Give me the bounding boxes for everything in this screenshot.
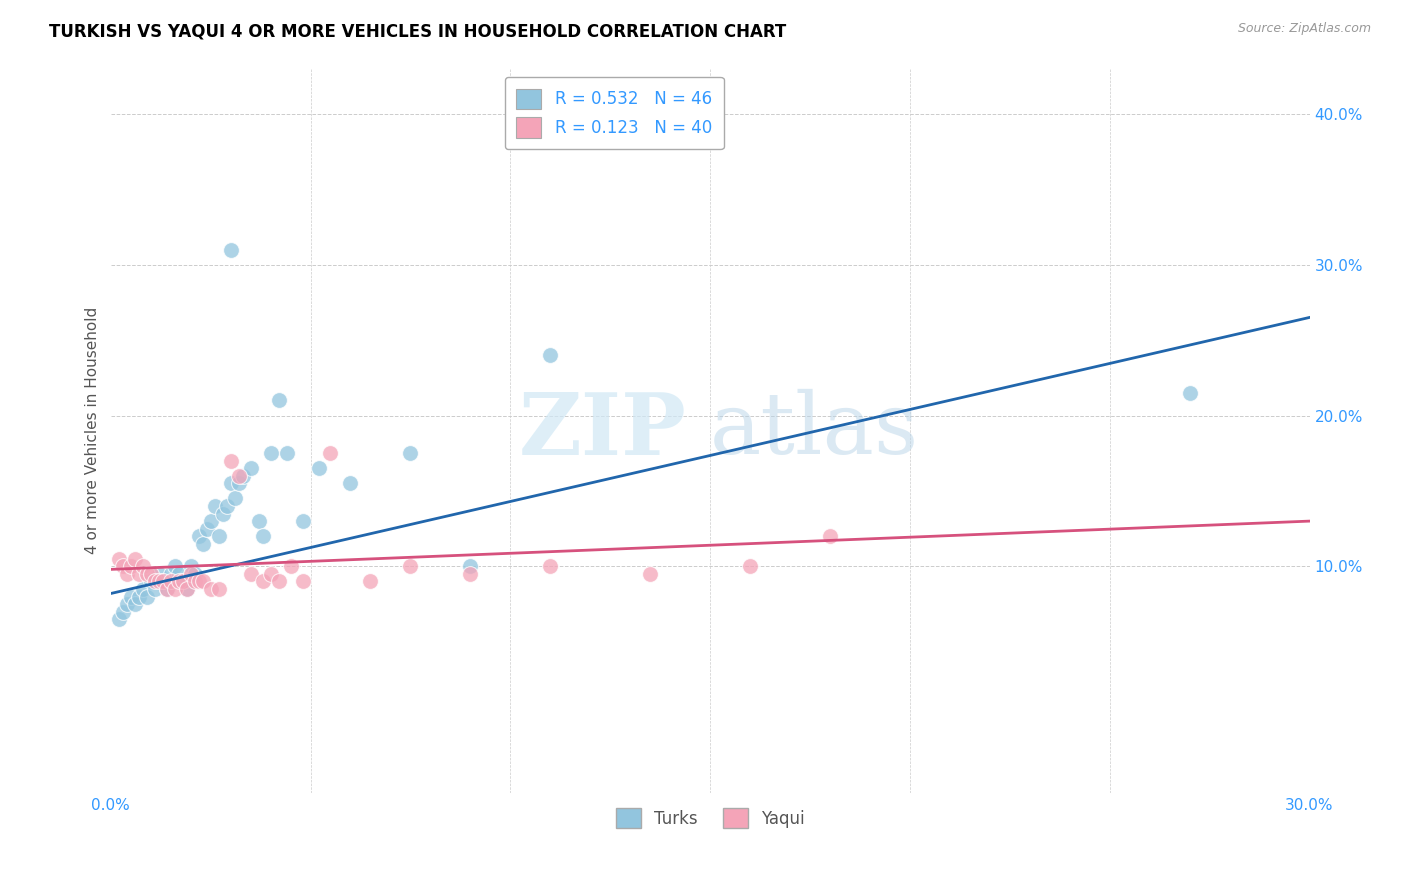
Point — [638, 566, 661, 581]
Text: atlas: atlas — [710, 389, 920, 472]
Point — [399, 446, 422, 460]
Point — [818, 529, 841, 543]
Point — [163, 582, 186, 596]
Point — [128, 590, 150, 604]
Point — [135, 590, 157, 604]
Point — [115, 597, 138, 611]
Point — [120, 590, 142, 604]
Point — [180, 559, 202, 574]
Point — [148, 574, 170, 589]
Point — [207, 529, 229, 543]
Point — [211, 507, 233, 521]
Point — [107, 612, 129, 626]
Point — [183, 574, 205, 589]
Point — [232, 468, 254, 483]
Point — [156, 582, 179, 596]
Point — [148, 566, 170, 581]
Point — [131, 559, 153, 574]
Point — [267, 393, 290, 408]
Point — [195, 522, 218, 536]
Point — [191, 537, 214, 551]
Point — [239, 566, 262, 581]
Text: Source: ZipAtlas.com: Source: ZipAtlas.com — [1237, 22, 1371, 36]
Point — [152, 574, 174, 589]
Point — [224, 491, 246, 506]
Point — [738, 559, 761, 574]
Point — [259, 566, 281, 581]
Point — [152, 574, 174, 589]
Point — [538, 348, 561, 362]
Point — [124, 551, 146, 566]
Y-axis label: 4 or more Vehicles in Household: 4 or more Vehicles in Household — [86, 307, 100, 554]
Text: TURKISH VS YAQUI 4 OR MORE VEHICLES IN HOUSEHOLD CORRELATION CHART: TURKISH VS YAQUI 4 OR MORE VEHICLES IN H… — [49, 22, 786, 40]
Point — [291, 574, 314, 589]
Point — [200, 582, 222, 596]
Point — [139, 566, 162, 581]
Point — [219, 476, 242, 491]
Point — [207, 582, 229, 596]
Point — [228, 468, 250, 483]
Point — [120, 559, 142, 574]
Legend: Turks, Yaqui: Turks, Yaqui — [609, 801, 811, 835]
Point — [156, 582, 179, 596]
Point — [187, 574, 209, 589]
Point — [319, 446, 342, 460]
Point — [280, 559, 302, 574]
Point — [131, 582, 153, 596]
Point — [159, 574, 181, 589]
Point — [259, 446, 281, 460]
Point — [111, 605, 134, 619]
Point — [167, 566, 190, 581]
Point — [460, 566, 482, 581]
Point — [200, 514, 222, 528]
Point — [399, 559, 422, 574]
Point — [115, 566, 138, 581]
Point — [247, 514, 270, 528]
Point — [176, 582, 198, 596]
Point — [139, 574, 162, 589]
Point — [267, 574, 290, 589]
Point — [128, 566, 150, 581]
Point — [143, 574, 166, 589]
Point — [187, 529, 209, 543]
Point — [239, 461, 262, 475]
Point — [135, 566, 157, 581]
Point — [291, 514, 314, 528]
Point — [163, 559, 186, 574]
Point — [308, 461, 330, 475]
Point — [183, 566, 205, 581]
Point — [107, 551, 129, 566]
Point — [191, 574, 214, 589]
Point — [228, 476, 250, 491]
Point — [172, 574, 194, 589]
Text: ZIP: ZIP — [519, 389, 686, 473]
Point — [219, 454, 242, 468]
Point — [252, 529, 274, 543]
Point — [143, 582, 166, 596]
Point — [460, 559, 482, 574]
Point — [111, 559, 134, 574]
Point — [124, 597, 146, 611]
Point — [167, 574, 190, 589]
Point — [339, 476, 361, 491]
Point — [359, 574, 381, 589]
Point — [276, 446, 298, 460]
Point — [1178, 385, 1201, 400]
Point — [176, 582, 198, 596]
Point — [172, 574, 194, 589]
Point — [204, 499, 226, 513]
Point — [219, 243, 242, 257]
Point — [180, 566, 202, 581]
Point — [159, 566, 181, 581]
Point — [215, 499, 238, 513]
Point — [538, 559, 561, 574]
Point — [252, 574, 274, 589]
